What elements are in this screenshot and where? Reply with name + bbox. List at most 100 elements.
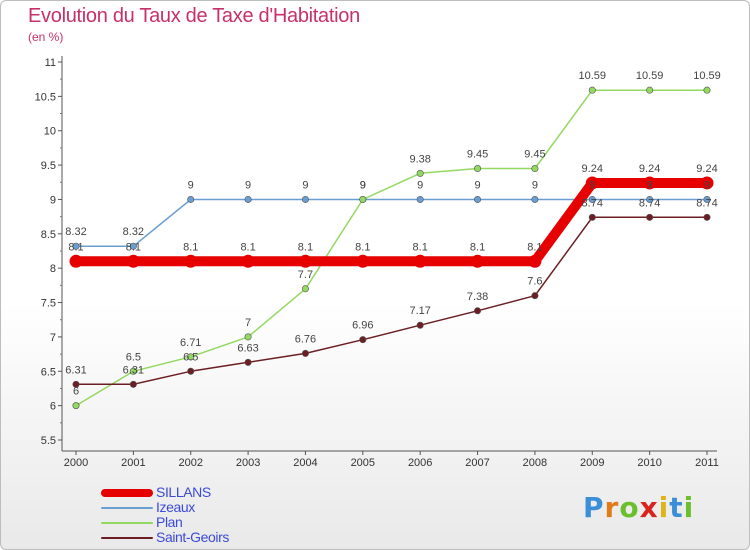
proxiti-logo: Proxiti [583, 491, 694, 524]
data-label-sillans: 8.1 [68, 241, 83, 253]
data-label-izeaux: 9 [417, 179, 423, 191]
data-point-izeaux [72, 242, 80, 250]
data-point-saint-geoirs [72, 380, 80, 388]
data-point-sillans [69, 254, 83, 268]
data-label-plan: 10.59 [693, 70, 721, 82]
x-tick-label: 2008 [523, 457, 547, 469]
data-label-izeaux: 9 [188, 179, 194, 191]
data-label-plan: 7.7 [298, 269, 313, 281]
legend-swatch [101, 537, 153, 539]
data-point-saint-geoirs [416, 321, 424, 329]
data-point-plan [129, 367, 137, 375]
x-tick-label: 2007 [465, 457, 489, 469]
data-point-sillans [413, 254, 427, 268]
data-label-sillans: 8.1 [413, 241, 428, 253]
data-point-plan [359, 195, 367, 203]
legend-swatch [101, 522, 153, 524]
data-point-plan [531, 165, 539, 173]
chart-axes: 5.5 6 6.5 7 7.5 8 8.5 9 9.5 10 10.5 11 2000 2001 2002 2… [35, 56, 719, 469]
y-tick-label: 6.5 [41, 366, 56, 378]
series-points [69, 86, 714, 410]
data-label-sillans: 8.1 [126, 241, 141, 253]
data-point-plan [588, 86, 596, 94]
data-point-izeaux [301, 195, 309, 203]
chart-title: Evolution du Taux de Taxe d'Habitation [28, 5, 360, 27]
x-tick-label: 2006 [408, 457, 432, 469]
data-label-plan: 9 [360, 179, 366, 191]
data-point-plan [187, 353, 195, 361]
data-label-saint-geoirs: 6.96 [352, 320, 373, 332]
data-label-izeaux: 9 [647, 179, 653, 191]
data-point-izeaux [416, 195, 424, 203]
data-label-sillans: 9.24 [696, 163, 717, 175]
data-label-saint-geoirs: 8.74 [696, 197, 717, 209]
data-label-sillans: 8.1 [298, 241, 313, 253]
y-tick-label: 10.5 [35, 91, 56, 103]
data-point-sillans [356, 254, 370, 268]
logo-letter: i [658, 491, 670, 524]
data-label-plan: 7 [245, 317, 251, 329]
data-label-izeaux: 8.32 [123, 226, 144, 238]
data-point-plan [72, 402, 80, 410]
data-label-sillans: 8.1 [355, 241, 370, 253]
chart-subtitle: (en %) [28, 30, 64, 44]
data-point-plan [474, 165, 482, 173]
data-label-sillans: 9.24 [639, 163, 660, 175]
y-tick-label: 5.5 [41, 435, 56, 447]
x-tick-label: 2009 [580, 457, 604, 469]
data-point-saint-geoirs [244, 358, 252, 366]
data-label-saint-geoirs: 7.38 [467, 291, 488, 303]
data-point-sillans [528, 254, 542, 268]
data-label-izeaux: 9 [532, 179, 538, 191]
data-label-sillans: 9.24 [582, 163, 603, 175]
legend-swatch [101, 507, 153, 509]
data-label-saint-geoirs: 8.74 [582, 197, 603, 209]
y-tick-label: 6 [50, 401, 56, 413]
series-lines [71, 89, 712, 407]
data-label-saint-geoirs: 6.5 [183, 351, 198, 363]
x-tick-label: 2005 [351, 457, 375, 469]
logo-letter: o [619, 491, 640, 524]
data-label-sillans: 8.1 [240, 241, 255, 253]
logo-letter: x [639, 491, 659, 524]
x-tick-label: 2004 [293, 457, 317, 469]
x-tick-label: 2000 [64, 457, 88, 469]
data-point-izeaux [474, 195, 482, 203]
x-tick-label: 2010 [637, 457, 661, 469]
series-line-saint-geoirs [75, 216, 708, 386]
y-tick-label: 10 [44, 126, 56, 138]
legend-label: Izeaux [156, 499, 195, 515]
data-label-sillans: 8.1 [527, 241, 542, 253]
data-point-saint-geoirs [474, 307, 482, 315]
data-point-saint-geoirs [187, 367, 195, 375]
data-point-plan [301, 285, 309, 293]
data-label-izeaux: 8.32 [65, 226, 86, 238]
data-point-izeaux [588, 195, 596, 203]
data-label-plan: 6 [73, 386, 79, 398]
data-point-saint-geoirs [703, 213, 711, 221]
series-line-izeaux [75, 198, 708, 247]
data-point-izeaux [187, 195, 195, 203]
logo-letter: t [669, 491, 684, 524]
data-label-saint-geoirs: 8.74 [639, 197, 660, 209]
data-point-sillans [700, 176, 714, 190]
data-label-izeaux: 9 [704, 179, 710, 191]
data-label-plan: 10.59 [636, 70, 664, 82]
data-point-sillans [126, 254, 140, 268]
data-label-plan: 9.45 [524, 149, 545, 161]
legend-label: SILLANS [156, 484, 211, 500]
data-point-izeaux [129, 242, 137, 250]
data-label-izeaux: 9 [474, 179, 480, 191]
data-label-izeaux: 9 [302, 179, 308, 191]
logo-letter: P [583, 491, 605, 524]
series-line-sillans [71, 178, 712, 267]
data-point-plan [703, 86, 711, 94]
y-tick-label: 8 [50, 263, 56, 275]
data-point-saint-geoirs [588, 213, 596, 221]
y-tick-label: 9 [50, 194, 56, 206]
data-point-plan [416, 169, 424, 177]
data-point-saint-geoirs [301, 349, 309, 357]
y-tick-label: 11 [45, 57, 56, 69]
